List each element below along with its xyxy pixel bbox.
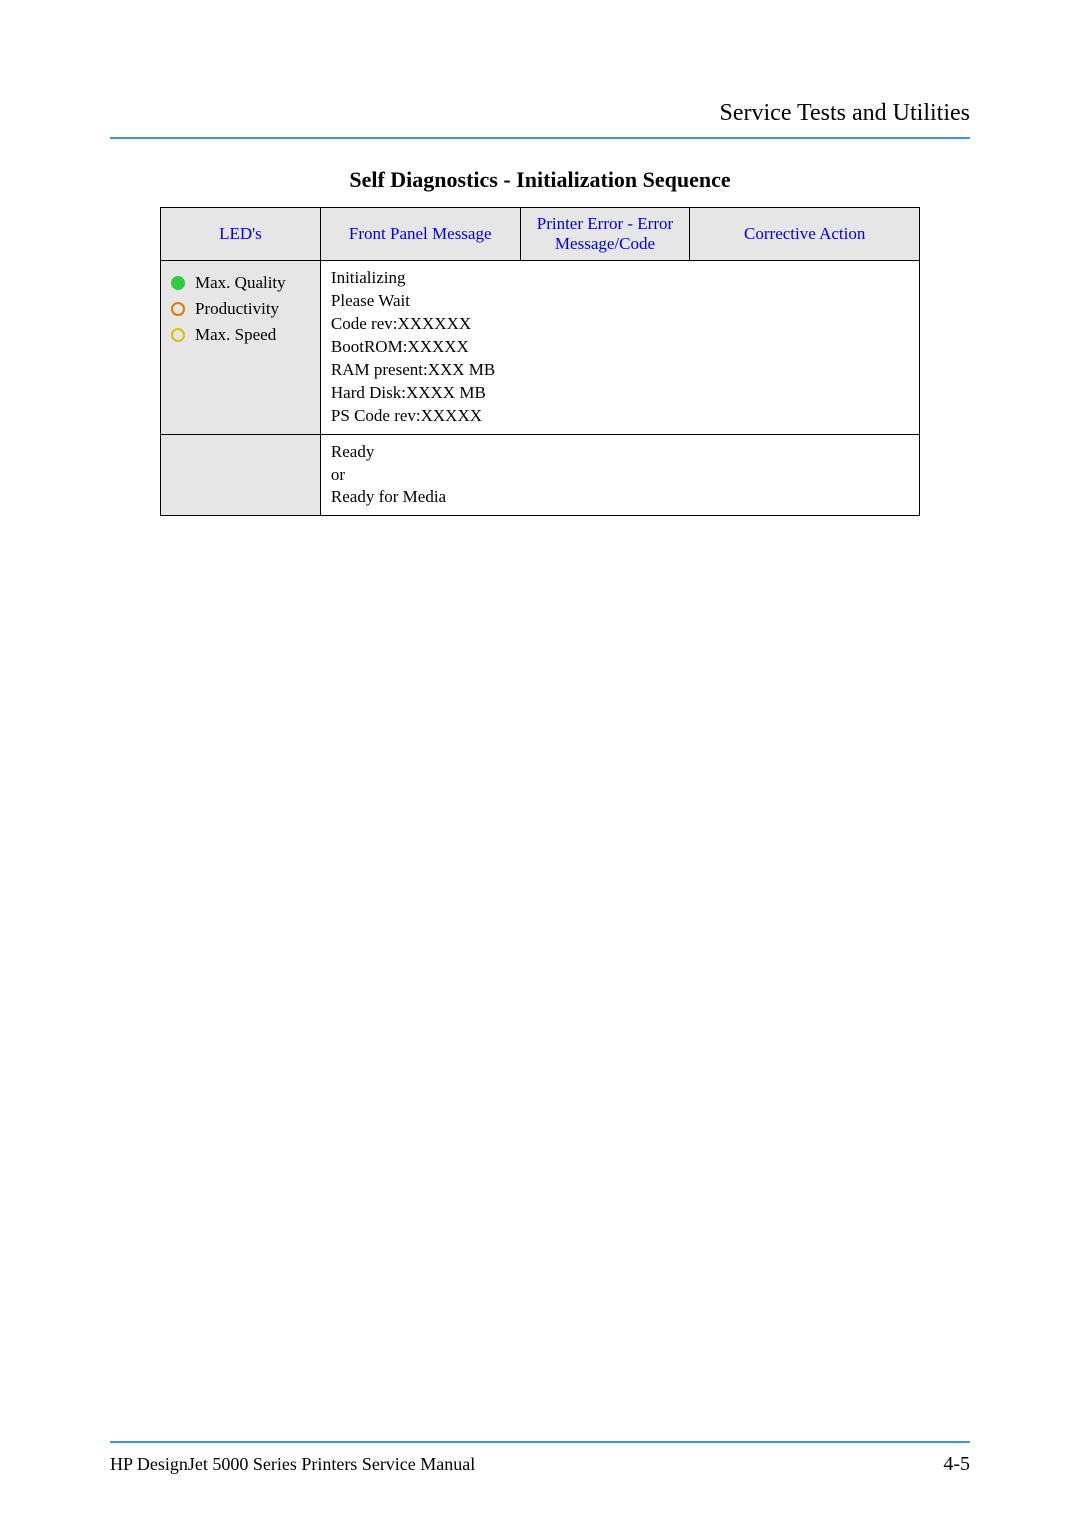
th-corrective: Corrective Action bbox=[690, 208, 920, 261]
led-item: Productivity bbox=[171, 299, 310, 319]
table-row: Ready or Ready for Media bbox=[161, 434, 920, 516]
led-orange-icon bbox=[171, 302, 185, 316]
table-header-row: LED's Front Panel Message Printer Error … bbox=[161, 208, 920, 261]
fp-line: Please Wait bbox=[331, 290, 909, 313]
header-divider bbox=[110, 137, 970, 139]
led-label: Productivity bbox=[195, 299, 279, 319]
fp-line: PS Code rev:XXXXX bbox=[331, 405, 909, 428]
led-item: Max. Quality bbox=[171, 273, 310, 293]
section-header: Service Tests and Utilities bbox=[110, 100, 970, 127]
footer-page-number: 4-5 bbox=[943, 1453, 970, 1476]
fp-line: Code rev:XXXXXX bbox=[331, 313, 909, 336]
fp-line: BootROM:XXXXX bbox=[331, 336, 909, 359]
front-panel-cell: Initializing Please Wait Code rev:XXXXXX… bbox=[320, 261, 919, 435]
footer-left-text: HP DesignJet 5000 Series Printers Servic… bbox=[110, 1454, 475, 1475]
led-cell: Max. Quality Productivity Max. Speed bbox=[161, 261, 321, 435]
table-row: Max. Quality Productivity Max. Speed Ini… bbox=[161, 261, 920, 435]
led-label: Max. Speed bbox=[195, 325, 276, 345]
led-yellow-icon bbox=[171, 328, 185, 342]
fp-line: RAM present:XXX MB bbox=[331, 359, 909, 382]
diagnostics-table: LED's Front Panel Message Printer Error … bbox=[160, 207, 920, 516]
led-item: Max. Speed bbox=[171, 325, 310, 345]
fp-line: Ready for Media bbox=[331, 486, 909, 509]
th-front-panel: Front Panel Message bbox=[320, 208, 520, 261]
fp-line: or bbox=[331, 464, 909, 487]
th-leds: LED's bbox=[161, 208, 321, 261]
table-title: Self Diagnostics - Initialization Sequen… bbox=[110, 167, 970, 193]
led-green-icon bbox=[171, 276, 185, 290]
front-panel-cell: Ready or Ready for Media bbox=[320, 434, 919, 516]
th-printer-error: Printer Error - Error Message/Code bbox=[520, 208, 690, 261]
footer-divider bbox=[110, 1441, 970, 1443]
fp-line: Ready bbox=[331, 441, 909, 464]
fp-line: Hard Disk:XXXX MB bbox=[331, 382, 909, 405]
led-label: Max. Quality bbox=[195, 273, 286, 293]
page-footer: HP DesignJet 5000 Series Printers Servic… bbox=[110, 1441, 970, 1476]
fp-line: Initializing bbox=[331, 267, 909, 290]
led-cell-empty bbox=[161, 434, 321, 516]
